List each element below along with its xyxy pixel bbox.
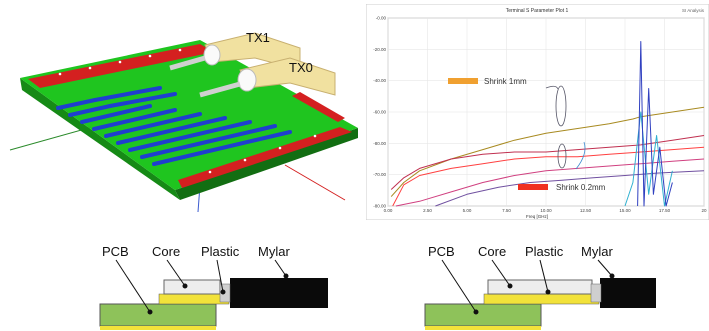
label-mylar: Mylar (581, 244, 613, 259)
board-side-front (175, 128, 358, 200)
leader-lines (115, 259, 289, 315)
legend-swatch-shrink-0-2mm (518, 184, 548, 190)
leader-lines (441, 259, 615, 315)
chart-series (390, 41, 705, 207)
edge-strip-back (28, 44, 214, 88)
callout-ellipse-0-2mm (557, 143, 567, 169)
x-tick-labels: 0.00 2.50 5.00 7.50 10.00 12.50 15.00 17.50 20 (384, 208, 707, 213)
plastic-dielectric (487, 279, 593, 295)
x-tick-label: 7.50 (502, 208, 511, 213)
callout-ellipse-1mm (555, 85, 567, 127)
pcb-copper-layer (100, 326, 216, 330)
callout-arrow-1mm (545, 85, 559, 90)
pcb-3d-render: TX1 TX0 (9, 30, 358, 213)
edge-strip-front (178, 127, 352, 188)
x-axis-label: Freq [GHz] (526, 214, 548, 219)
label-pcb: PCB (428, 244, 455, 259)
s-parameter-chart: Terminal S Parameter Plot 1 SI Analysis … (366, 4, 709, 220)
coax-cable-tx0 (199, 57, 336, 98)
series-line-4 (435, 170, 705, 207)
chart-corner-label: SI Analysis (682, 8, 705, 13)
y-tick-label: -80.00 (373, 204, 386, 209)
annotation-shrink-0-2mm: Shrink 0.2mm (556, 183, 606, 192)
y-tick-label: -40.00 (373, 78, 386, 83)
series-line-6 (637, 41, 673, 207)
pcb-copper-layer (425, 326, 541, 330)
via-dots (58, 48, 317, 174)
label-plastic: Plastic (525, 244, 564, 259)
series-line-3 (395, 158, 705, 207)
x-tick-label: 10.00 (540, 208, 552, 213)
coax-cable-tx1 (169, 32, 301, 71)
y-tick-labels: -0.00 -20.00 -40.00 -60.00 -80.00 -70.00 -80.0… (373, 16, 386, 209)
label-mylar: Mylar (258, 244, 290, 259)
shield-ring (590, 283, 602, 303)
core-conductor (483, 293, 600, 305)
label-core: Core (478, 244, 506, 259)
y-tick-label: -80.00 (373, 141, 386, 146)
x-tick-label: 5.00 (463, 208, 472, 213)
chart-title: Terminal S Parameter Plot 1 (506, 8, 569, 14)
y-tick-label: -0.00 (376, 16, 387, 21)
label-pcb: PCB (102, 244, 129, 259)
plastic-dielectric (163, 279, 221, 295)
edge-strip-right (292, 92, 345, 122)
pcb-layer (424, 303, 542, 327)
mylar-jacket (600, 278, 656, 308)
x-tick-label: 0.00 (384, 208, 393, 213)
cross-section-diagrams: PCB Core Plastic Mylar PCB Core Plastic … (99, 244, 656, 330)
x-tick-label: 17.50 (659, 208, 671, 213)
x-tick-label: 15.00 (619, 208, 631, 213)
x-tick-label: 20 (701, 208, 707, 213)
signal-traces (56, 86, 292, 166)
cross-section-right: PCB Core Plastic Mylar (424, 244, 656, 330)
legend-swatch-shrink-1mm (448, 78, 478, 84)
label-core: Core (152, 244, 180, 259)
x-tick-label: 12.50 (580, 208, 592, 213)
y-tick-label: -20.00 (373, 47, 386, 52)
tx0-label: TX0 (289, 60, 313, 75)
annotation-shrink-1mm: Shrink 1mm (484, 77, 527, 86)
x-tick-label: 2.50 (423, 208, 432, 213)
cross-section-left: PCB Core Plastic Mylar (99, 244, 328, 330)
y-tick-label: -60.00 (373, 110, 386, 115)
y-tick-label: -70.00 (373, 172, 386, 177)
series-line-5 (624, 111, 673, 207)
tx1-label: TX1 (246, 30, 270, 45)
core-conductor (158, 293, 230, 305)
label-plastic: Plastic (201, 244, 240, 259)
mylar-jacket (230, 278, 328, 308)
pcb-layer (99, 303, 217, 327)
axis-line-red (284, 164, 346, 201)
callout-arrow-0-2mm (575, 141, 586, 170)
